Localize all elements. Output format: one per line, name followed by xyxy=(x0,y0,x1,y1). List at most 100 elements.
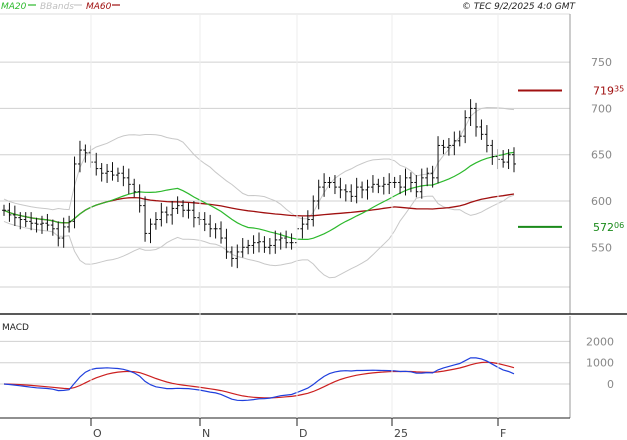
price-bar xyxy=(284,230,289,249)
price-bar xyxy=(398,175,403,195)
price-bar xyxy=(311,195,316,227)
price-bar xyxy=(300,216,305,239)
price-bar xyxy=(148,218,153,244)
price-bar xyxy=(121,165,126,187)
price-bar xyxy=(115,167,120,183)
price-bar xyxy=(99,163,104,182)
bbands-legend-label: BBands xyxy=(40,2,74,12)
price-bar xyxy=(23,212,28,227)
price-bar xyxy=(474,102,479,137)
macd-axis-ticks: 0 1000 2000 xyxy=(586,335,614,391)
price-bar xyxy=(414,175,419,198)
price-bar xyxy=(343,184,348,202)
price-bar xyxy=(267,238,272,255)
price-level-fraction: 06 xyxy=(614,221,624,230)
signal-line xyxy=(3,361,515,399)
price-bar xyxy=(419,168,424,199)
price-bar xyxy=(452,131,457,156)
price-grid xyxy=(0,61,570,288)
price-bar xyxy=(392,176,397,189)
date-tick-label: 25 xyxy=(394,427,408,440)
price-bar xyxy=(360,181,365,199)
bbands-upper-line xyxy=(3,106,515,220)
price-bar xyxy=(430,165,435,188)
price-bar xyxy=(506,149,511,170)
price-bar xyxy=(175,196,180,214)
price-bar xyxy=(490,139,495,165)
price-bar xyxy=(61,217,66,248)
price-bar xyxy=(191,201,196,228)
chart-header: MA20 BBands MA60 © TEC 9/2/2025 4:0 GMT xyxy=(1,2,576,12)
price-level-marker: 572 06 xyxy=(518,221,624,234)
price-bar xyxy=(376,178,381,194)
price-bar xyxy=(67,215,72,233)
price-bar xyxy=(110,162,115,181)
price-bar xyxy=(7,202,12,222)
price-bar xyxy=(186,202,191,219)
price-bar xyxy=(370,175,375,193)
price-bar xyxy=(484,125,489,153)
price-bar xyxy=(240,238,245,258)
price-bar xyxy=(12,205,17,227)
price-bar xyxy=(159,202,164,227)
ma60-line xyxy=(3,193,515,224)
price-bar xyxy=(50,219,55,236)
price-bar xyxy=(479,119,484,140)
price-tick-label: 550 xyxy=(591,241,612,254)
price-bar xyxy=(365,179,370,200)
price-bar xyxy=(153,212,158,230)
price-bar xyxy=(164,206,169,224)
date-tick-label: O xyxy=(93,427,102,440)
price-bar xyxy=(468,99,473,126)
bbands-lower-line xyxy=(3,194,515,279)
price-bar xyxy=(170,201,175,225)
price-bar xyxy=(257,232,261,253)
price-bar xyxy=(512,147,516,173)
macd-tick-label: 2000 xyxy=(586,335,614,348)
price-bar xyxy=(463,110,468,144)
price-bar xyxy=(316,179,321,210)
price-bar xyxy=(72,156,77,229)
price-tick-label: 750 xyxy=(591,56,612,69)
price-tick-label: 600 xyxy=(591,195,612,208)
macd-panel: MACD 0 1000 2000 xyxy=(0,316,614,418)
price-bar xyxy=(425,167,430,187)
price-bar xyxy=(105,163,110,183)
price-bar xyxy=(229,246,234,267)
price-bar xyxy=(349,184,354,202)
price-bar xyxy=(213,223,218,239)
price-bar xyxy=(219,221,224,244)
price-panel: 550 600 650 700 750 719 35 572 06 xyxy=(0,13,627,315)
price-bar xyxy=(197,212,202,226)
price-bar xyxy=(202,212,207,232)
date-ticks: O N D 25 F xyxy=(90,14,506,440)
price-bar xyxy=(441,139,446,155)
price-bar xyxy=(29,212,34,231)
price-bar xyxy=(354,177,359,204)
date-tick-label: F xyxy=(500,427,506,440)
price-bar xyxy=(305,210,310,230)
macd-title: MACD xyxy=(2,323,29,333)
price-bar xyxy=(246,239,251,255)
price-bar xyxy=(501,150,506,168)
price-bar xyxy=(2,204,6,216)
price-bar xyxy=(273,230,278,254)
date-tick-label: D xyxy=(299,427,307,440)
price-level-marker: 719 35 xyxy=(518,84,624,97)
price-bar xyxy=(327,176,332,189)
price-bar xyxy=(137,184,142,213)
price-bar xyxy=(338,177,343,199)
price-bar xyxy=(262,236,267,253)
price-bar xyxy=(39,215,44,234)
price-bar xyxy=(77,140,82,173)
price-bar xyxy=(387,173,392,195)
price-bar xyxy=(34,217,39,233)
price-bar xyxy=(18,212,23,230)
ma20-line xyxy=(3,151,515,240)
price-bar xyxy=(45,213,50,231)
price-bar xyxy=(251,235,256,254)
macd-tick-label: 0 xyxy=(607,378,614,391)
price-bar xyxy=(208,214,213,238)
date-tick-label: N xyxy=(202,427,210,440)
